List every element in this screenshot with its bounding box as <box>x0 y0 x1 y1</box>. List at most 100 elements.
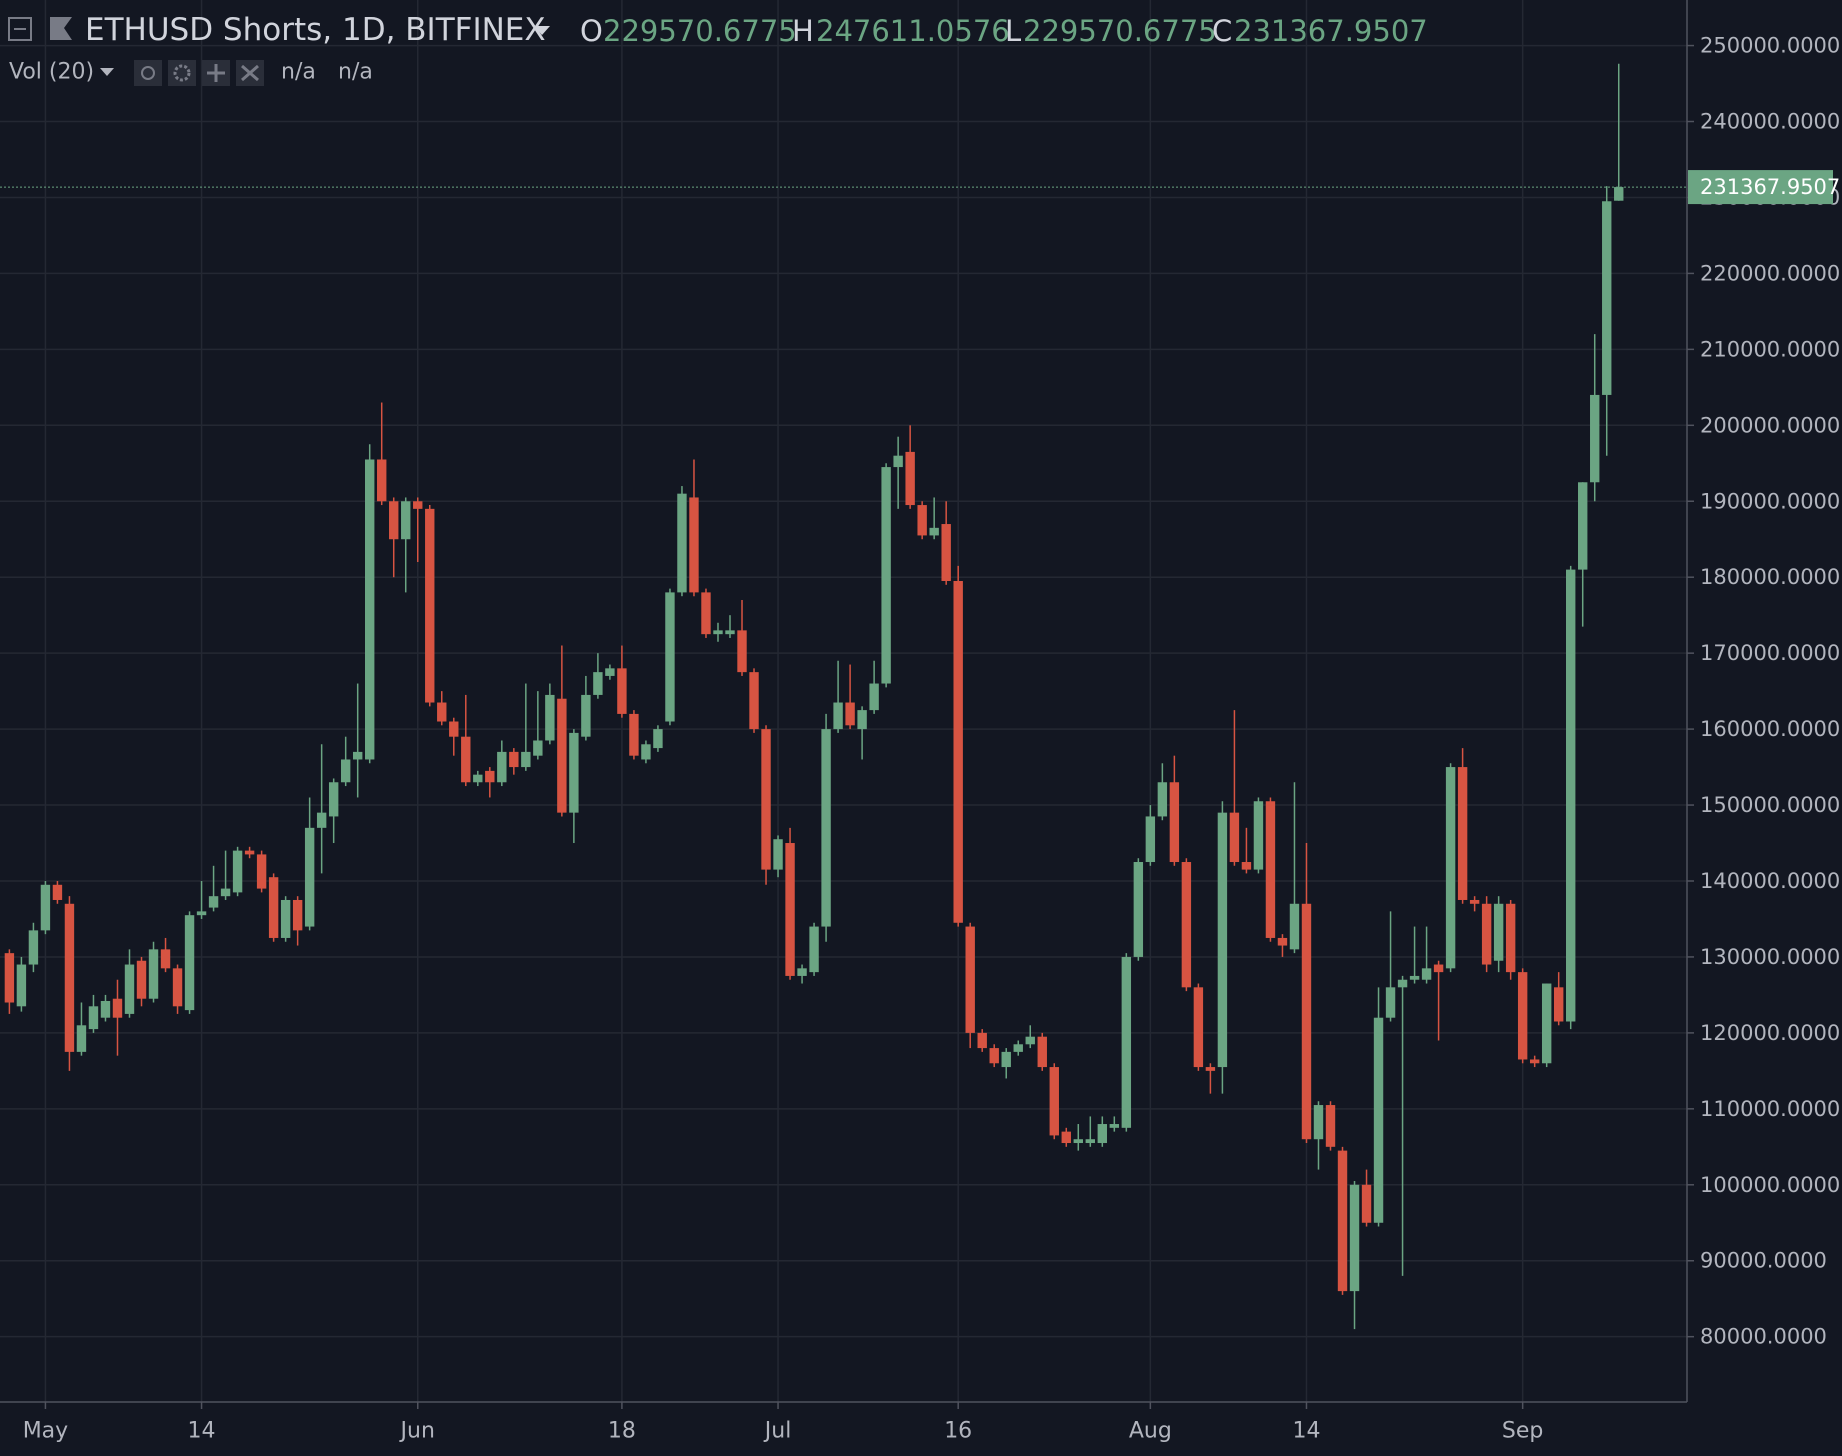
candle-body <box>1277 937 1288 946</box>
y-tick-label: 210000.0000 <box>1700 337 1840 361</box>
candle-body <box>1265 801 1276 938</box>
candle-body <box>521 751 531 768</box>
candle-body <box>1409 975 1420 980</box>
candle-body <box>148 949 159 999</box>
candle-body <box>941 524 951 582</box>
candle-body <box>1061 1131 1071 1144</box>
candle-body <box>665 592 675 722</box>
y-tick-label: 250000.0000 <box>1700 34 1840 58</box>
candle-body <box>629 713 639 756</box>
candle-body <box>40 884 51 931</box>
candle-body <box>292 899 303 931</box>
candle-body <box>953 581 963 923</box>
candle-body <box>1037 1036 1047 1068</box>
candle-body <box>16 964 27 1007</box>
y-tick-label: 200000.0000 <box>1700 413 1840 437</box>
candle-body <box>1529 1059 1540 1064</box>
candle-body <box>545 694 555 741</box>
settings-icon[interactable] <box>168 60 196 86</box>
last-price-tag <box>1688 170 1833 205</box>
candle-body <box>112 998 123 1018</box>
dropdown-arrow[interactable] <box>100 68 114 76</box>
candle-body <box>1049 1067 1059 1136</box>
y-tick-label: 240000.0000 <box>1700 110 1840 134</box>
ohlc-label: O <box>580 14 603 48</box>
candle-body <box>905 451 915 506</box>
x-tick-label: Jul <box>763 1419 792 1444</box>
candle-body <box>1253 801 1264 870</box>
candle-body <box>1493 903 1504 961</box>
last-price-label: 231367.9507 <box>1700 175 1840 199</box>
candle-body <box>761 729 771 870</box>
candle-body <box>124 964 135 1014</box>
candle-body <box>1301 903 1312 1140</box>
candle-body <box>641 744 651 760</box>
flag-icon[interactable] <box>50 17 72 40</box>
candle-body <box>1445 767 1456 969</box>
candle-body <box>1578 482 1588 570</box>
candle-body <box>1217 812 1228 1068</box>
candle-body <box>401 501 411 540</box>
indicator-value: n/a <box>281 60 316 85</box>
candle-body <box>413 501 423 509</box>
candle-body <box>881 467 891 684</box>
indicator-name[interactable]: Vol (20) <box>9 60 94 85</box>
candle-body <box>581 694 591 737</box>
candle-body <box>232 850 243 893</box>
axes: 80000.0000 90000.0000 100000.0000 110000.00… <box>23 34 1841 1444</box>
y-tick-label: 150000.0000 <box>1700 793 1840 817</box>
candle-body <box>1541 983 1552 1064</box>
candle-body <box>737 630 747 673</box>
candle-body <box>1229 812 1240 863</box>
candle-body <box>689 497 699 593</box>
candle-body <box>1325 1105 1336 1147</box>
high-value: 247611.0576 <box>816 14 1010 48</box>
candle-body <box>1481 903 1492 965</box>
candle-body <box>1614 187 1624 201</box>
x-tick-label: Aug <box>1129 1419 1172 1444</box>
candle-body <box>605 668 615 676</box>
candle-body <box>425 508 435 703</box>
candle-body <box>1433 964 1444 973</box>
candle-body <box>1013 1044 1023 1052</box>
candle-body <box>533 740 543 756</box>
candle-body <box>929 527 939 536</box>
dropdown-arrow[interactable] <box>534 26 550 35</box>
candle-body <box>1109 1124 1120 1128</box>
collapse-icon[interactable] <box>8 17 32 41</box>
candle-body <box>989 1048 999 1064</box>
candle-body <box>977 1032 987 1049</box>
candle-body <box>280 899 291 938</box>
remove-icon-x <box>241 64 259 82</box>
candle-body <box>256 854 267 889</box>
x-tick-label: May <box>23 1419 68 1444</box>
y-tick-label: 90000.0000 <box>1700 1249 1827 1273</box>
candle-body <box>304 827 315 927</box>
candle-body <box>653 729 663 749</box>
candle-body <box>88 1006 99 1030</box>
settings-icon-gear <box>173 64 191 82</box>
open-value: 229570.6775 <box>603 14 797 48</box>
candle-body <box>365 459 375 760</box>
candle-body <box>485 770 495 783</box>
y-tick-label: 190000.0000 <box>1700 489 1840 513</box>
y-tick-label: 130000.0000 <box>1700 945 1840 969</box>
candle-body <box>196 911 207 916</box>
candle-body <box>1505 903 1516 973</box>
candle-body <box>1313 1105 1324 1140</box>
candle-body <box>4 953 15 1003</box>
visibility-icon[interactable] <box>134 60 162 86</box>
chart-title[interactable]: ETHUSD Shorts, 1D, BITFINEX <box>85 12 546 48</box>
candle-body <box>473 774 483 783</box>
y-tick-label: 120000.0000 <box>1700 1021 1840 1045</box>
candle-body <box>268 877 279 938</box>
x-tick-label: Jun <box>399 1419 435 1444</box>
candle-body <box>773 839 783 870</box>
candle-body <box>1421 968 1432 980</box>
candle-body <box>1097 1124 1108 1144</box>
candle-body <box>1181 862 1192 988</box>
candle-body <box>244 850 255 855</box>
candle-body <box>172 968 183 1007</box>
candle-body <box>965 926 975 1033</box>
